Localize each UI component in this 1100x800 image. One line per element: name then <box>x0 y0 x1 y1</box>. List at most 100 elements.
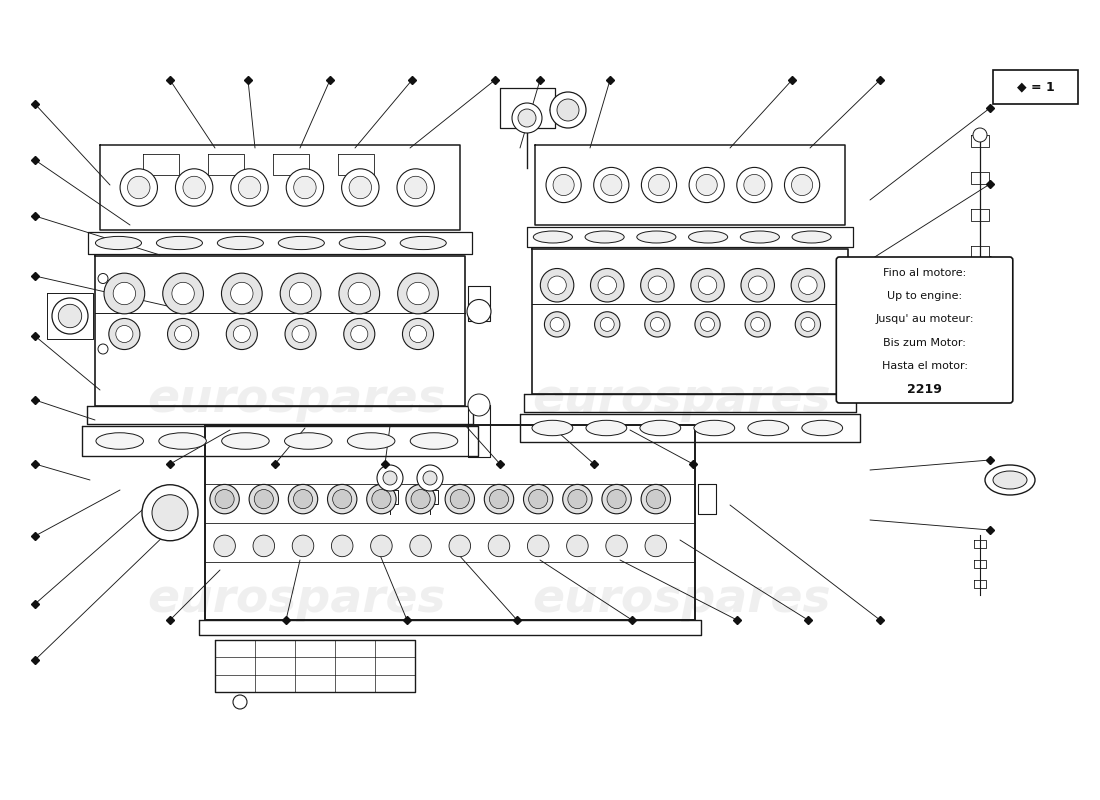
Circle shape <box>52 298 88 334</box>
Circle shape <box>518 109 536 127</box>
Circle shape <box>116 326 133 342</box>
Circle shape <box>640 269 674 302</box>
Circle shape <box>698 276 717 294</box>
Circle shape <box>183 176 206 198</box>
Circle shape <box>331 535 353 557</box>
Ellipse shape <box>96 433 143 450</box>
Circle shape <box>348 282 371 305</box>
Circle shape <box>417 465 443 491</box>
Circle shape <box>407 282 429 305</box>
Circle shape <box>172 282 195 305</box>
Circle shape <box>540 269 574 302</box>
Text: Hasta el motor:: Hasta el motor: <box>881 361 968 371</box>
Circle shape <box>446 485 474 514</box>
Circle shape <box>591 269 624 302</box>
Ellipse shape <box>748 420 789 436</box>
Text: 2219: 2219 <box>908 383 942 396</box>
Circle shape <box>383 471 397 485</box>
Ellipse shape <box>218 237 263 250</box>
Circle shape <box>595 312 620 337</box>
Circle shape <box>175 326 191 342</box>
Circle shape <box>113 282 135 305</box>
Circle shape <box>328 485 356 514</box>
Ellipse shape <box>792 231 832 243</box>
Circle shape <box>568 490 587 509</box>
Circle shape <box>744 174 764 195</box>
Circle shape <box>280 273 321 314</box>
Ellipse shape <box>278 237 324 250</box>
Circle shape <box>449 535 471 557</box>
Ellipse shape <box>348 433 395 450</box>
Circle shape <box>214 490 234 509</box>
Circle shape <box>286 169 323 206</box>
Circle shape <box>550 92 586 128</box>
Circle shape <box>405 176 427 198</box>
Circle shape <box>343 318 375 350</box>
Circle shape <box>342 169 380 206</box>
Ellipse shape <box>534 231 572 243</box>
Text: eurospares: eurospares <box>532 378 832 422</box>
Circle shape <box>468 394 490 416</box>
Ellipse shape <box>640 420 681 436</box>
Circle shape <box>109 318 140 350</box>
Text: eurospares: eurospares <box>532 578 832 622</box>
Circle shape <box>410 535 431 557</box>
Circle shape <box>239 176 261 198</box>
Circle shape <box>691 269 724 302</box>
Circle shape <box>689 167 724 202</box>
Ellipse shape <box>993 471 1027 489</box>
Text: Up to engine:: Up to engine: <box>887 291 962 301</box>
Circle shape <box>58 304 81 328</box>
Circle shape <box>601 318 614 331</box>
Text: eurospares: eurospares <box>147 378 447 422</box>
Circle shape <box>971 331 989 349</box>
Ellipse shape <box>532 420 573 436</box>
Circle shape <box>860 297 880 317</box>
Circle shape <box>231 169 268 206</box>
Circle shape <box>98 344 108 354</box>
Circle shape <box>490 490 508 509</box>
Bar <box>993 70 1078 104</box>
Circle shape <box>233 695 248 709</box>
Circle shape <box>285 318 316 350</box>
Text: Fino al motore:: Fino al motore: <box>883 268 966 278</box>
Circle shape <box>98 274 108 283</box>
Circle shape <box>397 169 434 206</box>
Circle shape <box>974 128 987 142</box>
Circle shape <box>294 490 312 509</box>
Circle shape <box>233 326 251 342</box>
Circle shape <box>745 312 770 337</box>
Circle shape <box>524 485 553 514</box>
Ellipse shape <box>984 465 1035 495</box>
Ellipse shape <box>156 237 202 250</box>
Circle shape <box>403 318 433 350</box>
Ellipse shape <box>400 237 447 250</box>
Circle shape <box>293 535 314 557</box>
Circle shape <box>751 318 764 331</box>
Circle shape <box>701 318 715 331</box>
Circle shape <box>409 326 427 342</box>
Ellipse shape <box>689 231 728 243</box>
Circle shape <box>424 471 437 485</box>
Circle shape <box>548 276 566 294</box>
Circle shape <box>176 169 213 206</box>
Circle shape <box>799 276 817 294</box>
Ellipse shape <box>158 433 207 450</box>
Ellipse shape <box>740 231 780 243</box>
Ellipse shape <box>694 420 735 436</box>
Circle shape <box>791 269 825 302</box>
Circle shape <box>104 273 145 314</box>
Text: Bis zum Motor:: Bis zum Motor: <box>883 338 966 348</box>
Text: ◆ = 1: ◆ = 1 <box>1016 81 1055 94</box>
Circle shape <box>484 485 514 514</box>
Circle shape <box>332 490 352 509</box>
Circle shape <box>695 312 721 337</box>
Circle shape <box>398 273 439 314</box>
Ellipse shape <box>637 231 675 243</box>
Ellipse shape <box>586 420 627 436</box>
Circle shape <box>594 167 629 202</box>
Circle shape <box>253 535 275 557</box>
Circle shape <box>339 273 380 314</box>
Circle shape <box>529 490 548 509</box>
Circle shape <box>645 535 667 557</box>
